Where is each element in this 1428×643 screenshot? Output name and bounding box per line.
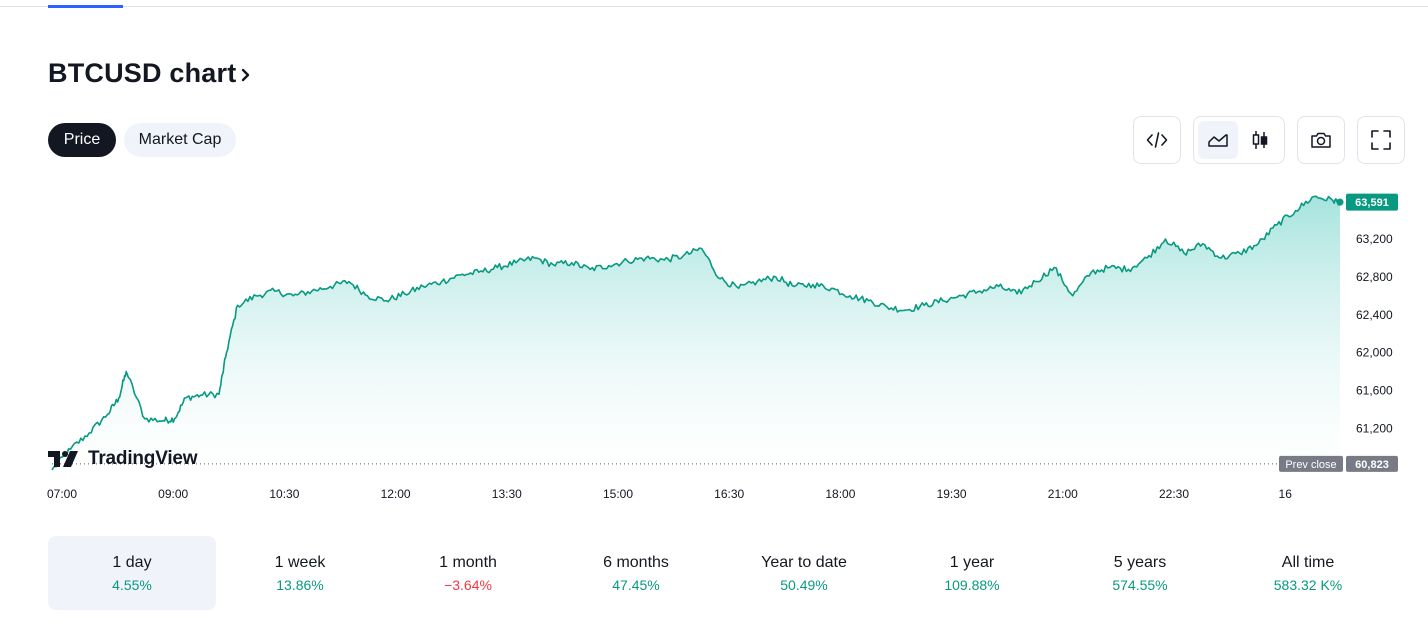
- time-axis: 07:00 09:00 10:30 12:00 13:30 15:00 16:30 18:00…: [47, 487, 1292, 501]
- period-1-month[interactable]: 1 month −3.64%: [384, 536, 552, 610]
- period-label: 1 week: [274, 553, 326, 571]
- x-tick-label: 10:30: [269, 487, 299, 501]
- x-tick-label: 21:00: [1048, 487, 1078, 501]
- y-tick-label: 61,600: [1356, 383, 1393, 397]
- prev-close-label: Prev close 60,823: [1279, 455, 1398, 472]
- area-style-button[interactable]: [1198, 121, 1238, 159]
- x-tick-label: 22:30: [1159, 487, 1189, 501]
- embed-button[interactable]: [1133, 116, 1181, 164]
- period-change: −3.64%: [444, 576, 492, 593]
- embed-code-icon: [1146, 132, 1168, 148]
- period-label: Year to date: [761, 553, 847, 571]
- period-change: 574.55%: [1112, 576, 1168, 593]
- x-tick-label: 09:00: [158, 487, 188, 501]
- last-price-label: 63,591: [1346, 193, 1398, 211]
- fullscreen-button[interactable]: [1357, 116, 1405, 164]
- period-change: 50.49%: [780, 576, 828, 593]
- period-1-day[interactable]: 1 day 4.55%: [48, 536, 216, 610]
- y-tick-label: 63,200: [1356, 232, 1393, 246]
- x-tick-label: 19:30: [937, 487, 967, 501]
- top-divider: [0, 6, 1428, 7]
- x-tick-label: 13:30: [492, 487, 522, 501]
- period-5-years[interactable]: 5 years 574.55%: [1056, 536, 1224, 610]
- x-tick-label: 16: [1279, 487, 1293, 501]
- price-chart[interactable]: 61,200 61,600 62,000 62,400 62,800 63,200 07:…: [0, 180, 1428, 510]
- chart-title: BTCUSD chart: [48, 58, 237, 88]
- chart-title-link[interactable]: BTCUSD chart: [48, 58, 252, 89]
- period-change: 4.55%: [112, 576, 152, 593]
- area-chart-icon: [1208, 134, 1228, 147]
- y-tick-label: 62,000: [1356, 346, 1393, 360]
- period-label: 1 month: [439, 553, 497, 571]
- period-label: 1 day: [112, 553, 152, 571]
- period-1-week[interactable]: 1 week 13.86%: [216, 536, 384, 610]
- price-area-fill: [52, 196, 1340, 470]
- y-tick-label: 62,400: [1356, 308, 1393, 322]
- last-price-value: 63,591: [1355, 197, 1389, 209]
- period-1-year[interactable]: 1 year 109.88%: [888, 536, 1056, 610]
- price-axis: 61,200 61,600 62,000 62,400 62,800 63,200: [1356, 232, 1393, 435]
- period-all-time[interactable]: All time 583.32 K%: [1224, 536, 1392, 610]
- camera-icon: [1311, 132, 1331, 148]
- x-tick-label: 07:00: [47, 487, 77, 501]
- price-line: [51, 195, 1341, 471]
- tradingview-logo-text: TradingView: [88, 448, 198, 469]
- period-change: 109.88%: [944, 576, 1000, 593]
- tradingview-logo-icon: [48, 451, 78, 467]
- chevron-right-icon: [242, 68, 250, 81]
- x-tick-label: 15:00: [603, 487, 633, 501]
- tab-price[interactable]: Price: [48, 123, 116, 157]
- y-tick-label: 62,800: [1356, 270, 1393, 284]
- period-label: 6 months: [603, 553, 669, 571]
- period-label: 5 years: [1113, 553, 1167, 571]
- last-price-dot: [1336, 198, 1344, 206]
- x-tick-label: 16:30: [714, 487, 744, 501]
- period-6-months[interactable]: 6 months 47.45%: [552, 536, 720, 610]
- tab-market-cap[interactable]: Market Cap: [124, 123, 236, 157]
- chart-style-switcher: [1193, 116, 1285, 164]
- period-year-to-date[interactable]: Year to date 50.49%: [720, 536, 888, 610]
- candles-style-button[interactable]: [1240, 121, 1280, 159]
- active-tab-indicator: [48, 5, 123, 8]
- fullscreen-icon: [1371, 130, 1391, 150]
- period-change: 13.86%: [276, 576, 324, 593]
- tradingview-logo[interactable]: TradingView: [48, 448, 198, 470]
- snapshot-button[interactable]: [1297, 116, 1345, 164]
- period-change: 47.45%: [612, 576, 660, 593]
- prev-close-text: Prev close: [1285, 459, 1336, 471]
- x-tick-label: 12:00: [381, 487, 411, 501]
- performance-periods: 1 day 4.55% 1 week 13.86% 1 month −3.64%…: [48, 536, 1392, 610]
- x-tick-label: 18:00: [825, 487, 855, 501]
- period-change: 583.32 K%: [1273, 576, 1343, 593]
- prev-close-value: 60,823: [1355, 459, 1389, 471]
- candles-icon: [1252, 131, 1268, 149]
- y-tick-label: 61,200: [1356, 421, 1393, 435]
- period-label: All time: [1281, 553, 1335, 571]
- period-label: 1 year: [949, 553, 995, 571]
